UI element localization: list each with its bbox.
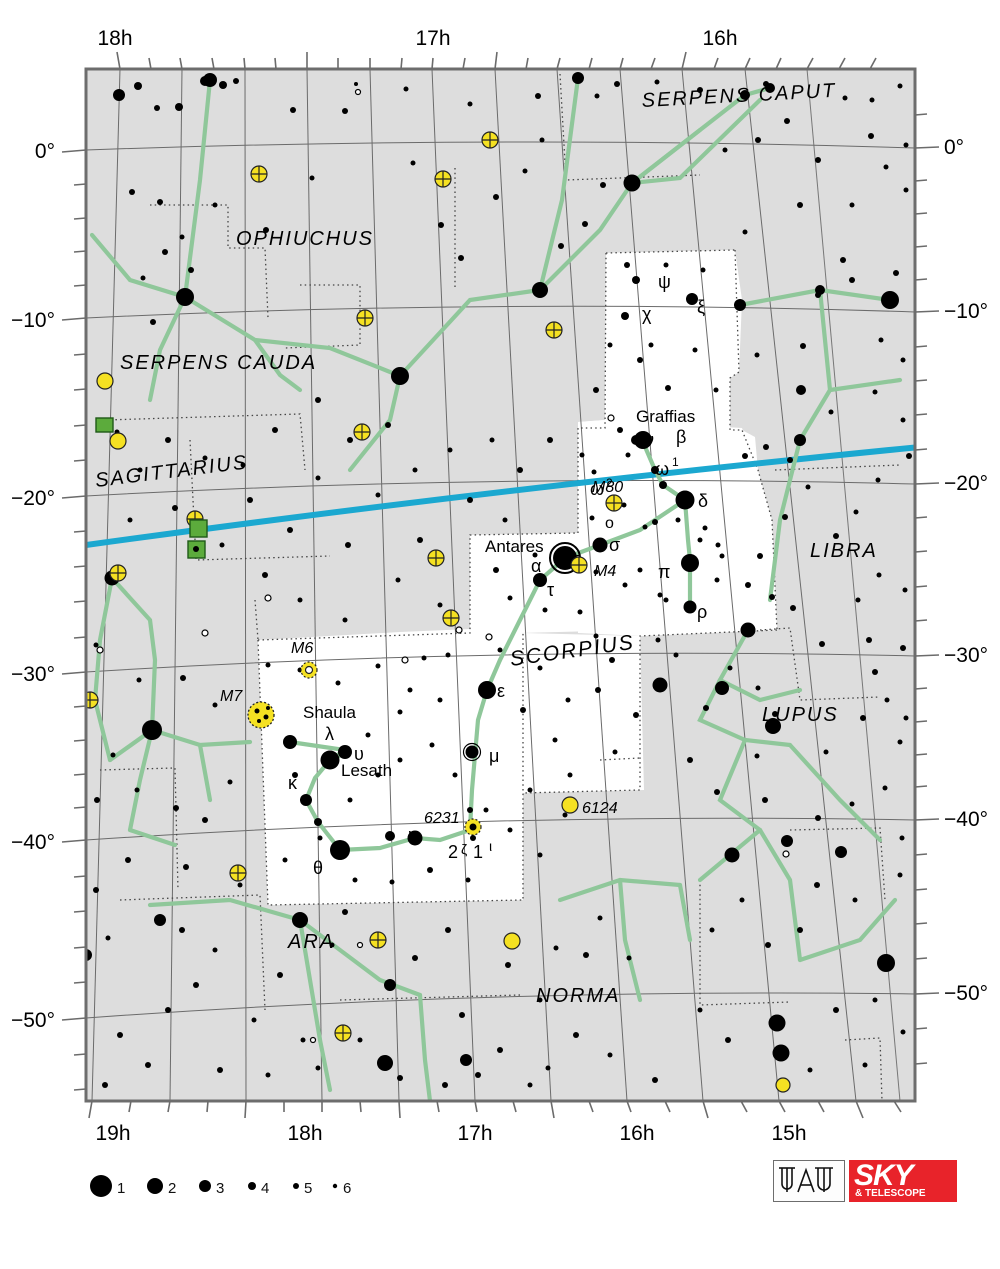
ra-tick-label: 16h: [619, 1122, 654, 1145]
legend-star-dot: [248, 1182, 256, 1190]
star-label: λ: [325, 724, 334, 744]
star-label-sup: 1: [672, 455, 679, 469]
star-label: ω: [655, 459, 669, 479]
dec-tick-label: −20°: [944, 472, 988, 495]
constellation-name: SERPENS CAUDA: [120, 352, 317, 374]
dec-tick-label: −10°: [944, 300, 988, 323]
legend-star-dot: [199, 1180, 211, 1192]
dec-tick-label: −30°: [11, 663, 55, 686]
legend-star-dot: [147, 1178, 163, 1194]
deepsky-label: 6124: [582, 800, 618, 817]
deepsky-label: M6: [291, 640, 313, 657]
dec-tick-label: −50°: [944, 982, 988, 1005]
star-label: κ: [288, 773, 298, 793]
iau-logo-mark: [779, 1167, 833, 1193]
sky-telescope-subtitle: & TELESCOPE: [855, 1188, 926, 1199]
ra-tick-label: 17h: [457, 1122, 492, 1145]
constellation-name: LIBRA: [810, 540, 878, 562]
legend-label: 6: [343, 1180, 351, 1197]
constellation-name: LUPUS: [762, 704, 839, 726]
ra-tick-label: 17h: [415, 27, 450, 50]
deepsky-label-group: M4 M6 M7 M80 6124 6231: [220, 479, 623, 827]
dec-tick-label: −40°: [944, 808, 988, 831]
deepsky-label: M7: [220, 688, 243, 705]
ra-labels-top: 18h 17h 16h: [97, 27, 737, 50]
star-label: ο: [605, 515, 614, 532]
star-label-sup: 2: [606, 476, 613, 490]
dec-labels-right: 0° −10° −20° −30° −40° −50°: [944, 136, 988, 1005]
star-label: ε: [497, 681, 505, 701]
sky-telescope-logo: SKY & TELESCOPE: [849, 1159, 957, 1202]
legend-label: 5: [304, 1180, 312, 1197]
star-label: υ: [354, 744, 364, 764]
star-label: μ: [489, 746, 499, 766]
ra-tick-label: 18h: [97, 27, 132, 50]
sky-telescope-title: SKY: [854, 1159, 914, 1192]
star-label: χ: [642, 304, 652, 324]
star-label: α: [531, 556, 541, 576]
star-label: ξ: [697, 297, 705, 317]
stars: [86, 72, 912, 1088]
star-label: θ: [313, 858, 323, 878]
ra-tick-label: 16h: [702, 27, 737, 50]
star-label: σ: [609, 535, 620, 555]
faint-stars: [96, 88, 790, 1044]
dec-tick-label: −10°: [11, 309, 55, 332]
scorpius-region-delta: [578, 420, 777, 636]
constellation-name: NORMA: [536, 985, 620, 1007]
ra-tick-label: 15h: [771, 1122, 806, 1145]
deepsky-label: 6231: [424, 810, 460, 827]
star-label: π: [658, 562, 670, 582]
scorpius-region-north: [605, 250, 739, 430]
star-label: ω: [590, 479, 604, 499]
star-label: Antares: [485, 537, 544, 556]
dec-tick-label: −20°: [11, 487, 55, 510]
ra-tick-label: 18h: [287, 1122, 322, 1145]
dec-labels-left: 0° −10° −20° −30° −40° −50°: [11, 140, 55, 1032]
legend-label: 2: [168, 1180, 176, 1197]
star-label: Lesath: [341, 761, 392, 780]
legend-label: 1: [117, 1180, 125, 1197]
legend-star-dot: [332, 1183, 338, 1189]
star-label: ρ: [697, 602, 707, 622]
axis-ticks: [61, 51, 940, 1119]
iau-logo: [773, 1160, 845, 1202]
dec-tick-label: −30°: [944, 644, 988, 667]
constellation-name: OPHIUCHUS: [236, 228, 374, 250]
deepsky-label: M80: [592, 479, 623, 496]
map-frame-border: [84, 67, 917, 1103]
nebulae: [95, 417, 208, 559]
star-label: β: [676, 427, 686, 447]
star-label: ψ: [658, 272, 671, 292]
dec-tick-label: 0°: [944, 136, 964, 159]
star-label-sup: ζ: [461, 841, 467, 857]
star-label-sup: ι: [489, 838, 492, 854]
star-label: Shaula: [303, 703, 356, 722]
constellation-name: ARA: [287, 931, 335, 953]
ra-labels-bottom: 19h 18h 17h 16h 15h: [95, 1122, 806, 1145]
ra-tick-label: 19h: [95, 1122, 130, 1145]
deepsky-label: M4: [594, 563, 616, 580]
legend-label: 3: [216, 1180, 224, 1197]
legend-star-dot: [90, 1175, 112, 1197]
star-label: Graffias: [636, 407, 695, 426]
magnitude-legend: 1 2 3 4 5 6: [90, 1175, 351, 1197]
coordinate-grid: [86, 69, 915, 1101]
constellation-boundaries: [99, 73, 901, 1101]
star-label: τ: [547, 580, 554, 600]
star-label: 2: [448, 842, 458, 862]
star-label: ν: [645, 430, 654, 450]
star-label: η: [408, 825, 418, 845]
legend-star-dot: [293, 1183, 299, 1189]
legend-label: 4: [261, 1180, 269, 1197]
dec-tick-label: −50°: [11, 1009, 55, 1032]
scorpius-region-west: [258, 633, 523, 905]
dec-tick-label: 0°: [35, 140, 55, 163]
dec-tick-label: −40°: [11, 831, 55, 854]
star-label: 1: [473, 842, 483, 862]
star-label: δ: [698, 491, 708, 511]
star-label-group: Antares Graffias Shaula Lesath α β δ ε η…: [288, 272, 708, 878]
